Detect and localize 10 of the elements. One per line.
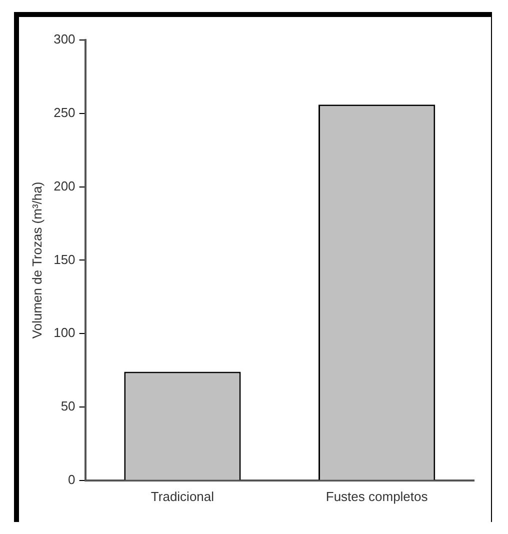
y-tick-label: 300 xyxy=(54,32,76,47)
y-axis-title: Volumen de Trozas (m³/ha) xyxy=(29,182,44,339)
x-tick-label: Fustes completos xyxy=(326,488,428,504)
y-tick-label: 0 xyxy=(68,472,76,487)
y-tick-label: 200 xyxy=(54,178,76,194)
y-tick-label: 150 xyxy=(54,252,76,267)
y-tick-label: 100 xyxy=(54,325,76,340)
y-tick-label: 250 xyxy=(54,104,76,120)
y-tick-label: 50 xyxy=(60,398,76,414)
x-tick-label: Tradicional xyxy=(150,488,214,504)
